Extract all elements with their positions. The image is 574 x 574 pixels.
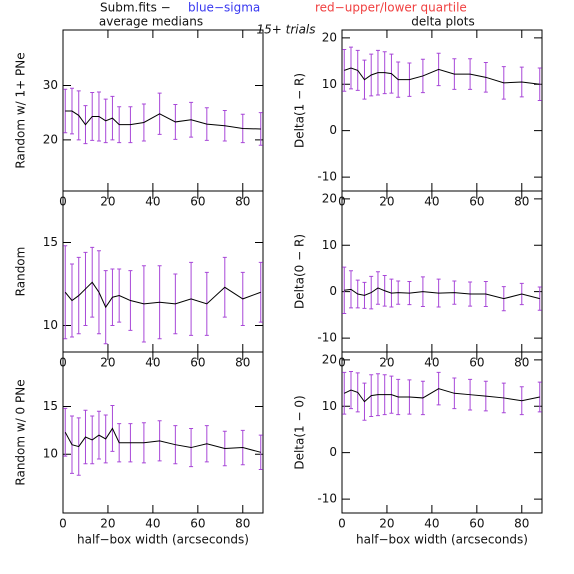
plot-frame: [341, 351, 543, 514]
y-tick-label: 20: [322, 352, 337, 366]
y-axis-label: Random w/ 0 PNe: [14, 379, 28, 485]
x-tick-label: 80: [514, 195, 529, 209]
y-tick-label: 0: [329, 123, 337, 137]
error-bar: [342, 266, 347, 314]
y-tick-label: 20: [322, 191, 337, 205]
plot-frame: [62, 29, 264, 192]
x-axis-label: half−box width (arcseconds): [77, 533, 249, 547]
x-tick-label: 80: [235, 195, 250, 209]
x-tick-label: 20: [379, 517, 394, 531]
error-bar: [258, 434, 263, 471]
error-bar: [258, 112, 263, 146]
y-tick-label: -10: [317, 492, 337, 506]
x-tick-label: 60: [190, 356, 205, 370]
x-tick-label: 0: [59, 517, 67, 531]
x-tick-label: 80: [514, 517, 529, 531]
header-blue: blue−sigma: [188, 1, 260, 15]
data-line: [344, 388, 540, 403]
y-tick-label: 15: [43, 235, 58, 249]
y-tick-label: 10: [322, 238, 337, 252]
x-tick-label: 20: [100, 195, 115, 209]
x-tick-label: 60: [469, 517, 484, 531]
y-tick-label: 20: [43, 132, 58, 146]
data-line: [65, 110, 261, 130]
error-bar: [537, 67, 542, 102]
error-bar: [537, 381, 542, 413]
x-tick-label: 60: [190, 517, 205, 531]
x-tick-label: 20: [379, 356, 394, 370]
y-axis-label: Delta(0 − R): [293, 234, 307, 309]
header-center: 15+ trials: [256, 23, 315, 37]
y-axis-label: Random: [14, 247, 28, 297]
panel-title: average medians: [99, 15, 203, 29]
header-file: Subm.fits −: [100, 1, 171, 15]
y-axis-label: Random w/ 1+ PNe: [14, 52, 28, 168]
y-tick-label: 10: [322, 77, 337, 91]
x-axis-label: half−box width (arcseconds): [356, 533, 528, 547]
plot-frame: [62, 351, 264, 514]
x-tick-label: 40: [145, 195, 160, 209]
y-tick-label: 30: [43, 78, 58, 92]
y-tick-label: 0: [329, 284, 337, 298]
x-tick-label: 0: [338, 517, 346, 531]
y-tick-label: 10: [322, 399, 337, 413]
panel-title: delta plots: [411, 15, 474, 29]
y-tick-label: -10: [317, 170, 337, 184]
data-line: [344, 287, 540, 300]
y-tick-label: 0: [329, 445, 337, 459]
x-tick-label: 40: [424, 517, 439, 531]
x-tick-label: 60: [469, 356, 484, 370]
x-tick-label: 40: [145, 356, 160, 370]
x-tick-label: 20: [100, 517, 115, 531]
error-bar: [342, 48, 347, 92]
x-tick-label: 20: [100, 356, 115, 370]
data-line: [64, 427, 261, 453]
y-axis-label: Delta(1 − 0): [293, 395, 307, 469]
y-tick-label: 10: [43, 318, 58, 332]
error-bar: [63, 407, 68, 457]
x-tick-label: 80: [514, 356, 529, 370]
data-line: [344, 67, 540, 85]
plot-frame: [62, 190, 264, 353]
y-tick-label: 15: [43, 399, 58, 413]
header-red: red−upper/lower quartile: [315, 1, 467, 15]
x-tick-label: 40: [424, 195, 439, 209]
x-tick-label: 40: [424, 356, 439, 370]
y-tick-label: 20: [322, 30, 337, 44]
x-tick-label: 40: [145, 517, 160, 531]
x-tick-label: 60: [469, 195, 484, 209]
y-axis-label: Delta(1 − R): [293, 73, 307, 148]
x-tick-label: 20: [379, 195, 394, 209]
error-bar: [258, 261, 263, 323]
x-tick-label: 80: [235, 356, 250, 370]
x-tick-label: 60: [190, 195, 205, 209]
data-line: [64, 281, 261, 309]
error-bar: [537, 286, 542, 311]
error-bar: [342, 371, 347, 415]
x-tick-label: 80: [235, 517, 250, 531]
y-tick-label: 10: [43, 447, 58, 461]
plot-frame: [341, 190, 543, 353]
y-tick-label: -10: [317, 331, 337, 345]
